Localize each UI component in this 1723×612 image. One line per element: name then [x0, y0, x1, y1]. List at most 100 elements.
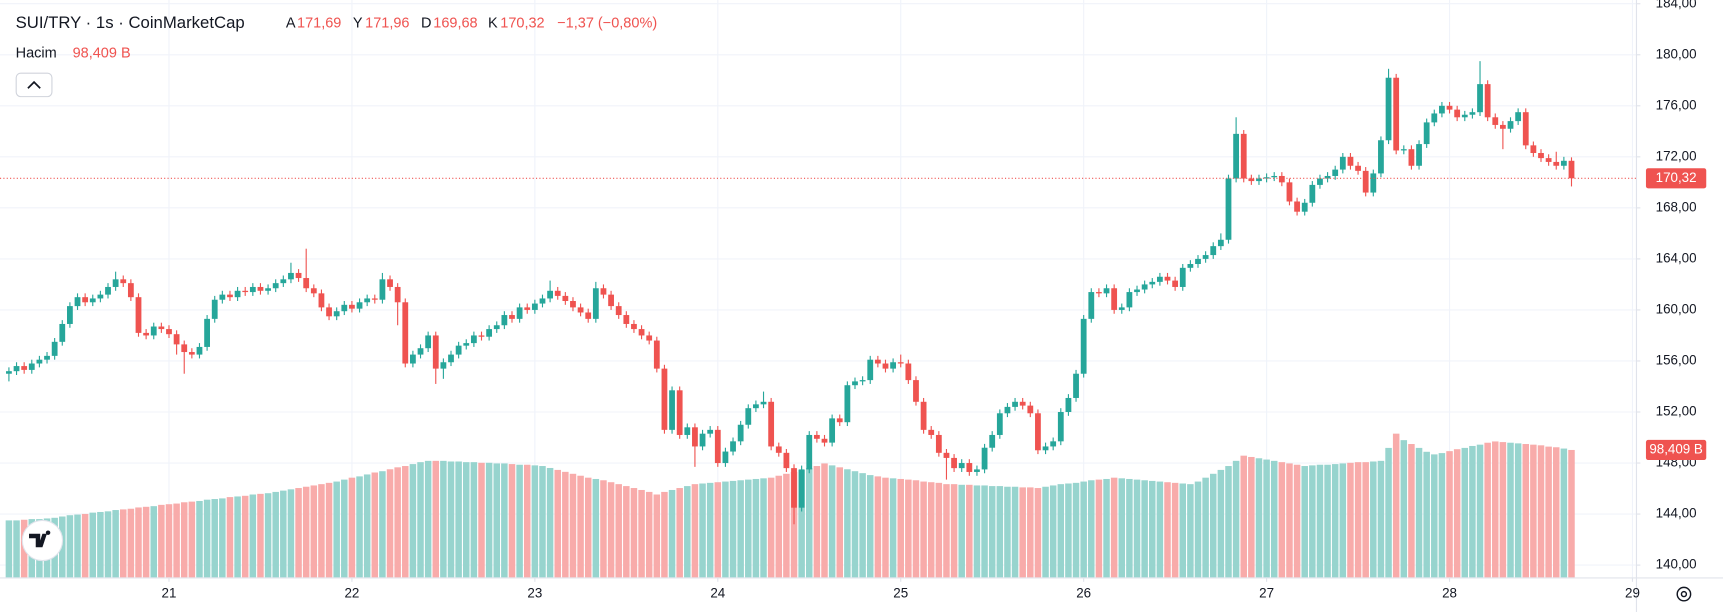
volume-bar	[676, 488, 683, 578]
candle-body	[425, 335, 432, 349]
candle-body	[806, 434, 813, 470]
volume-bar	[1027, 487, 1034, 578]
collapse-button[interactable]	[15, 72, 53, 98]
volume-bar	[1065, 483, 1072, 578]
candle-body	[1317, 178, 1323, 185]
volume-bar	[1537, 445, 1545, 578]
candle-body	[333, 311, 340, 317]
candle-body	[1225, 178, 1232, 240]
candle-body	[1278, 175, 1285, 183]
volume-bar	[699, 483, 706, 578]
candle-body	[1568, 160, 1575, 179]
volume-bar	[501, 463, 508, 578]
volume-bar	[1545, 446, 1552, 578]
volume-bar	[135, 507, 142, 578]
x-tick-label: 27	[1259, 586, 1274, 601]
volume-bar	[1095, 479, 1103, 578]
x-tick-label: 28	[1442, 586, 1457, 601]
volume-bar	[150, 506, 157, 578]
candle-body	[257, 286, 264, 291]
ohlc-name: Y	[353, 15, 363, 31]
candle-body	[684, 427, 691, 435]
volume-bar	[1522, 444, 1530, 578]
candle-body	[234, 290, 241, 298]
volume-bar	[165, 504, 173, 578]
volume-bar	[1194, 481, 1202, 578]
volume-bar	[417, 462, 424, 578]
last-volume-box	[1645, 439, 1707, 461]
y-tick-label: 172,00	[1656, 148, 1697, 163]
volume-bar	[1530, 444, 1537, 578]
candle-body	[836, 418, 843, 423]
candle-body	[211, 299, 218, 319]
volume-bar	[874, 476, 882, 578]
candle-body	[1507, 121, 1514, 129]
tradingview-logo[interactable]	[21, 519, 64, 562]
candle-body	[1035, 413, 1041, 451]
candle-body	[1103, 288, 1110, 294]
y-tick-label: 156,00	[1656, 352, 1697, 367]
volume-bar	[1209, 473, 1217, 578]
volume-bar	[493, 463, 500, 578]
gear-inner	[1680, 590, 1688, 598]
volume-bar	[1149, 480, 1156, 578]
volume-bar	[264, 493, 272, 578]
overlay	[0, 3, 1641, 582]
volume-bar	[74, 514, 81, 578]
candle-body	[707, 429, 714, 434]
volume-bar	[1110, 477, 1118, 578]
volume-bar	[1453, 449, 1461, 578]
volume-bar	[806, 467, 813, 578]
candle-body	[402, 302, 409, 364]
candle-body	[722, 451, 729, 464]
candle-body	[996, 413, 1003, 435]
x-tick-label: 26	[1076, 586, 1091, 601]
volume-bar	[1484, 442, 1491, 578]
volume-bar	[912, 480, 920, 578]
volume-bar	[1263, 459, 1270, 578]
legend: SUI/TRY · 1s · CoinMarketCap A 171,69 Y …	[16, 13, 658, 62]
volume-bar	[966, 484, 973, 578]
volume-bar	[363, 474, 371, 578]
candle-body	[882, 363, 889, 369]
candle-body	[44, 355, 50, 360]
candle-body	[28, 363, 35, 370]
ohlc-name: K	[488, 15, 498, 31]
volume-bar	[973, 485, 981, 578]
candle-body	[615, 306, 622, 316]
candle-body	[745, 408, 752, 425]
y-tick-label: 160,00	[1656, 301, 1697, 316]
volume-bar	[607, 482, 615, 578]
volume-bar	[546, 467, 554, 578]
y-tick-label: 180,00	[1656, 46, 1697, 61]
candle-body	[562, 295, 569, 302]
candle-body	[1141, 284, 1148, 290]
x-tick-label: 24	[710, 586, 725, 601]
volume-bar	[1301, 466, 1308, 578]
volume-bar	[737, 480, 744, 578]
volume-bar	[1164, 482, 1171, 578]
candle-body	[463, 343, 470, 346]
volume-bar	[653, 494, 661, 578]
volume-bar	[1057, 484, 1065, 578]
candle-body	[1271, 175, 1278, 178]
logo-glyph	[29, 530, 51, 548]
volume-bar	[1088, 480, 1095, 578]
volume-bar	[386, 469, 394, 578]
settings-button[interactable]	[1676, 586, 1692, 602]
candle-body	[1210, 246, 1217, 256]
ohlc-value: 171,69	[297, 15, 341, 31]
candle-body	[1378, 140, 1384, 174]
candle-body	[455, 345, 462, 355]
volume-bar	[821, 463, 828, 578]
volume-bar	[798, 469, 805, 578]
candle-body	[768, 401, 775, 447]
candle-body	[798, 469, 805, 508]
candle-body	[951, 457, 957, 469]
candle-body	[318, 293, 325, 308]
ohlc-name: A	[286, 15, 296, 31]
candle-body	[387, 279, 393, 287]
x-tick-label: 29	[1625, 586, 1640, 601]
volume-bar	[859, 473, 866, 578]
volume-bar	[767, 477, 775, 578]
